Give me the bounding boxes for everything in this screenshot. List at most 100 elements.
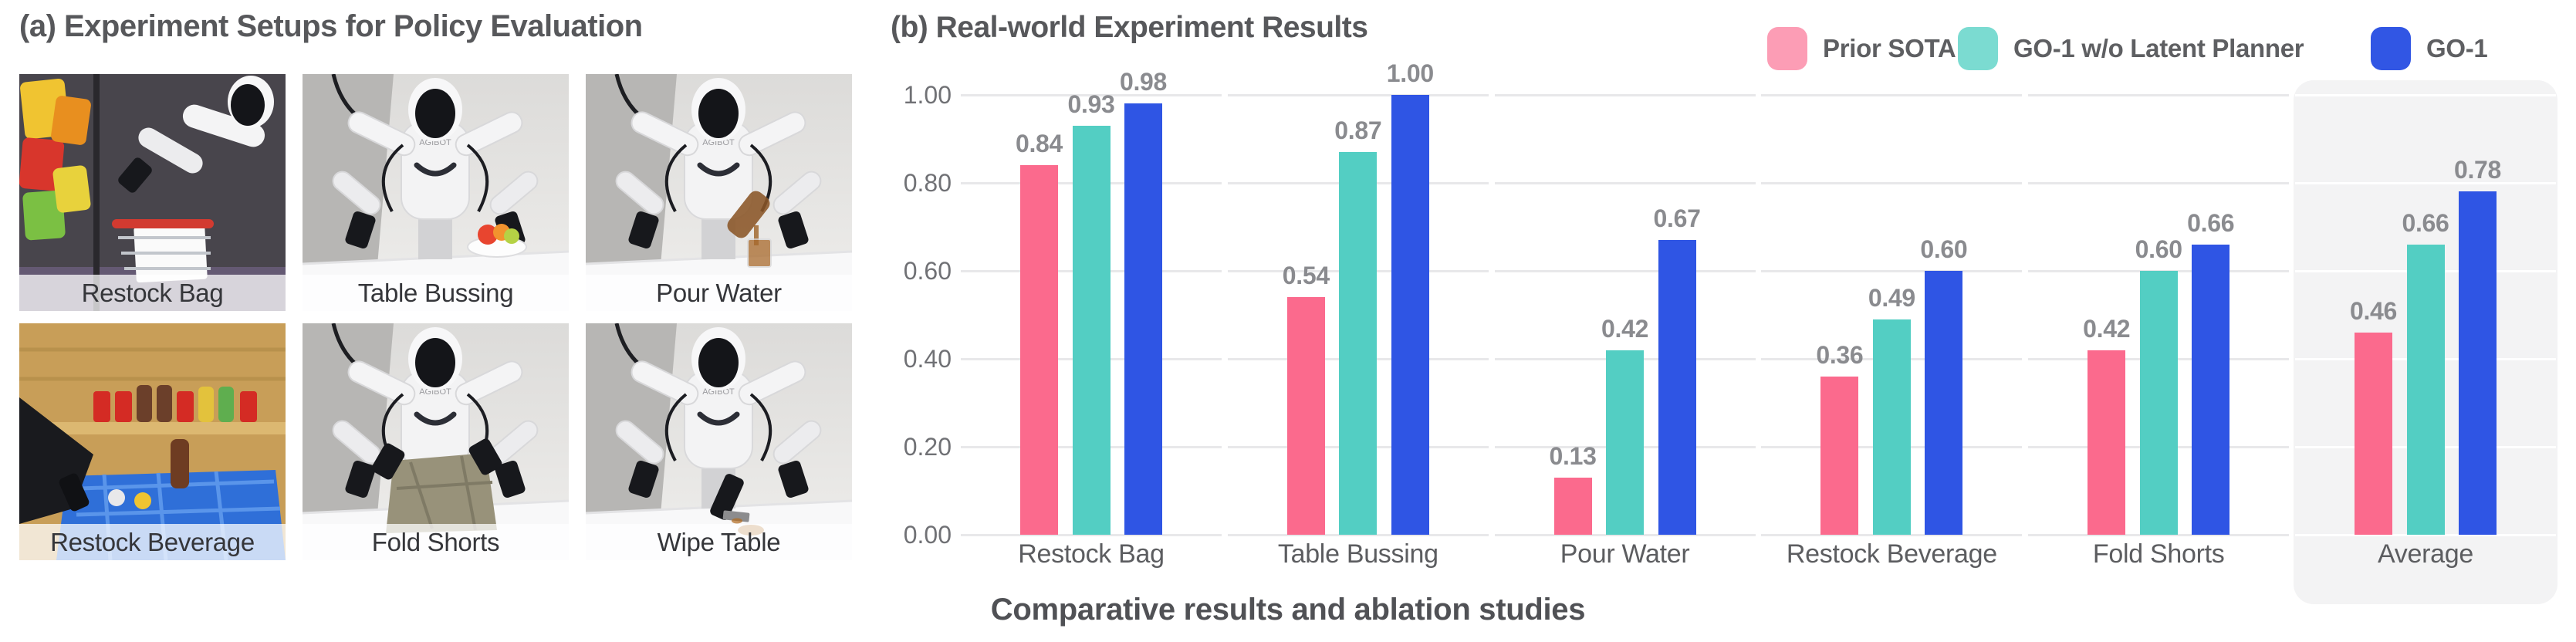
bar-go-1 [1658, 240, 1696, 535]
gridline [2295, 93, 2556, 96]
gridline [2028, 533, 2290, 536]
gridline [2295, 181, 2556, 184]
photo-wipe-table: AGIBOT Wipe Table [586, 323, 852, 560]
photo-label-strip: Pour Water [586, 275, 852, 311]
bar-value-label: 0.60 [2135, 235, 2182, 263]
bar-value-label: 0.67 [1653, 204, 1701, 232]
y-tick-label: 0.60 [903, 257, 952, 285]
panel-a-title: (a) Experiment Setups for Policy Evaluat… [19, 9, 643, 43]
y-tick-label: 0.80 [903, 169, 952, 197]
pour-water-illustration: AGIBOT [586, 74, 852, 311]
gridline [1227, 533, 1489, 536]
gridline [961, 93, 1222, 96]
legend-swatch [1958, 27, 1998, 70]
gridline [1761, 533, 2023, 536]
legend-label: Prior SOTA [1823, 34, 1956, 63]
category-label: Restock Beverage [1786, 539, 1997, 569]
bar-prior-sota [2355, 333, 2392, 535]
bar-value-label: 0.87 [1334, 117, 1382, 144]
bar-go-1 [2459, 191, 2497, 535]
bar-go-1-w-o-latent-planner [1339, 152, 1378, 535]
bar-value-label: 0.46 [2349, 297, 2398, 325]
task-label: Restock Bag [81, 279, 224, 307]
gridline [1494, 93, 1756, 96]
bar-value-label: 0.84 [1015, 130, 1063, 157]
bar-value-label: 0.54 [1282, 262, 1330, 289]
gridline [2028, 93, 2290, 96]
svg-text:AGIBOT: AGIBOT [419, 138, 451, 147]
bar-prior-sota [1820, 377, 1859, 535]
category-label: Average [2378, 539, 2473, 569]
gridline [2295, 533, 2556, 536]
bar-value-label: 1.00 [1386, 59, 1434, 87]
bar-prior-sota [1020, 165, 1058, 535]
bar-prior-sota [1286, 297, 1325, 535]
bar-go-1 [1124, 103, 1162, 535]
photo-label-strip: Restock Bag [19, 275, 286, 311]
bar-go-1 [1925, 271, 1963, 535]
svg-text:AGIBOT: AGIBOT [419, 387, 451, 397]
restock-bag-illustration [19, 74, 286, 311]
legend-swatch [1767, 27, 1807, 70]
bar-go-1 [1391, 95, 1429, 535]
photo-restock-beverage: Restock Beverage [19, 323, 286, 560]
svg-text:AGIBOT: AGIBOT [702, 387, 735, 397]
bar-value-label: 0.13 [1549, 442, 1597, 470]
photo-fold-shorts: AGIBOT Fold Shorts [303, 323, 569, 560]
photo-restock-bag: Restock Bag [19, 74, 286, 311]
bar-go-1 [2192, 245, 2230, 535]
gridline [1494, 269, 1756, 272]
svg-text:AGIBOT: AGIBOT [702, 138, 735, 147]
gridline [1761, 269, 2023, 272]
task-label: Wipe Table [657, 528, 781, 556]
legend-label: GO-1 [2426, 34, 2488, 63]
bar-prior-sota [1553, 478, 1592, 535]
panel-b-title: (b) Real-world Experiment Results [891, 11, 1368, 44]
task-label: Pour Water [656, 279, 782, 307]
gridline [1761, 181, 2023, 184]
task-label: Fold Shorts [371, 528, 500, 556]
bar-value-label: 0.60 [1920, 235, 1968, 263]
y-tick-label: 1.00 [903, 81, 952, 109]
category-label: Restock Bag [1018, 539, 1165, 569]
photo-label-strip: Fold Shorts [303, 524, 569, 560]
bar-value-label: 0.93 [1067, 90, 1115, 118]
bar-go-1-w-o-latent-planner [1072, 126, 1111, 535]
photo-label-strip: Wipe Table [586, 524, 852, 560]
category-label: Pour Water [1560, 539, 1690, 569]
photo-table-bussing: AGIBOT Table Bussing [303, 74, 569, 311]
bar-value-label: 0.49 [1868, 284, 1915, 312]
bar-go-1-w-o-latent-planner [1872, 319, 1911, 535]
y-tick-label: 0.00 [903, 521, 952, 549]
bar-value-label: 0.66 [2402, 209, 2449, 237]
bar-value-label: 0.42 [2083, 315, 2131, 343]
task-label: Table Bussing [357, 279, 514, 307]
bar-value-label: 0.42 [1601, 315, 1649, 343]
photo-pour-water: AGIBOT Pour Water [586, 74, 852, 311]
bar-prior-sota [2088, 350, 2126, 535]
gridline [2028, 181, 2290, 184]
photo-label-strip: Table Bussing [303, 275, 569, 311]
legend-label: GO-1 w/o Latent Planner [2013, 34, 2304, 63]
gridline [1494, 181, 1756, 184]
bar-go-1-w-o-latent-planner [1606, 350, 1645, 535]
y-tick-label: 0.20 [903, 433, 952, 461]
category-label: Table Bussing [1277, 539, 1438, 569]
category-label: Fold Shorts [2092, 539, 2225, 569]
bar-go-1-w-o-latent-planner [2406, 245, 2445, 535]
gridline [961, 533, 1222, 536]
task-label: Restock Beverage [50, 528, 255, 556]
bar-go-1-w-o-latent-planner [2139, 271, 2178, 535]
gridline [1227, 93, 1489, 96]
gridline [1761, 93, 2023, 96]
photo-label-strip: Restock Beverage [19, 524, 286, 560]
gridline [1494, 533, 1756, 536]
bar-value-label: 0.98 [1119, 68, 1168, 96]
y-tick-label: 0.40 [903, 345, 952, 373]
figure-caption: Comparative results and ablation studies [990, 593, 1586, 627]
wipe-table-illustration: AGIBOT [586, 323, 852, 560]
bar-value-label: 0.78 [2453, 156, 2502, 184]
legend-swatch [2371, 27, 2411, 70]
bar-value-label: 0.36 [1816, 341, 1864, 369]
